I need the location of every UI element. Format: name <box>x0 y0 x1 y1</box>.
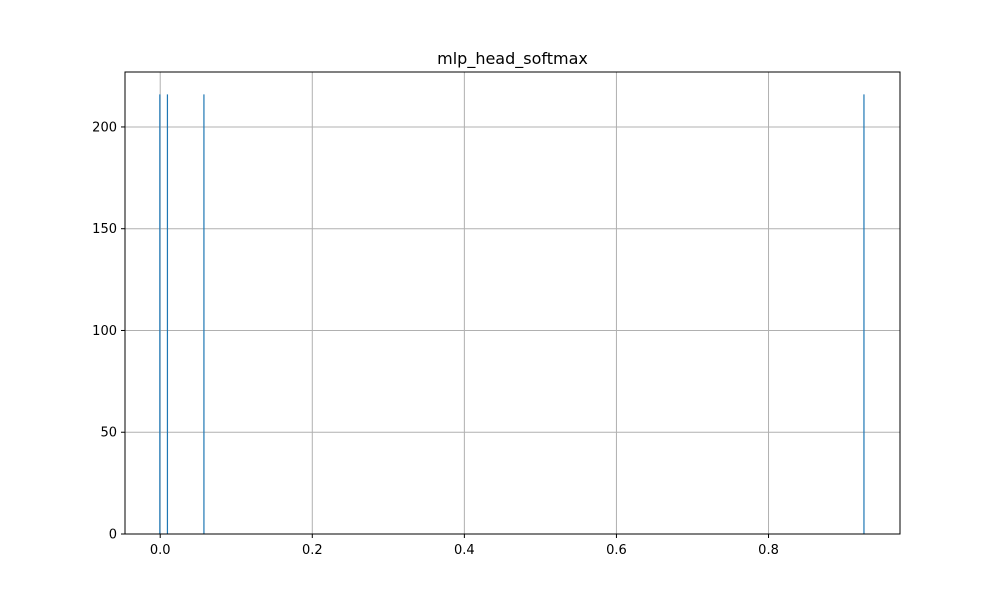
x-tick-label: 0.2 <box>302 543 323 558</box>
histogram-bar <box>203 94 205 534</box>
x-tick-label: 0.0 <box>150 543 171 558</box>
x-axis: 0.0 0.2 0.4 0.6 0.8 <box>150 534 779 558</box>
chart-title: mlp_head_softmax <box>437 49 588 69</box>
bars <box>159 94 865 534</box>
histogram-bar <box>166 94 169 534</box>
plot-frame <box>124 71 901 535</box>
histogram-bar <box>159 94 161 534</box>
y-tick-label: 200 <box>92 120 117 135</box>
x-tick-label: 0.6 <box>606 543 627 558</box>
y-axis: 0 50 100 150 200 <box>92 120 125 543</box>
y-tick-label: 50 <box>100 426 117 441</box>
y-tick-label: 100 <box>92 324 117 339</box>
histogram-bar <box>863 94 865 534</box>
x-tick-label: 0.8 <box>758 543 779 558</box>
y-tick-label: 150 <box>92 222 117 237</box>
y-tick-label: 0 <box>109 528 117 543</box>
x-tick-label: 0.4 <box>454 543 475 558</box>
